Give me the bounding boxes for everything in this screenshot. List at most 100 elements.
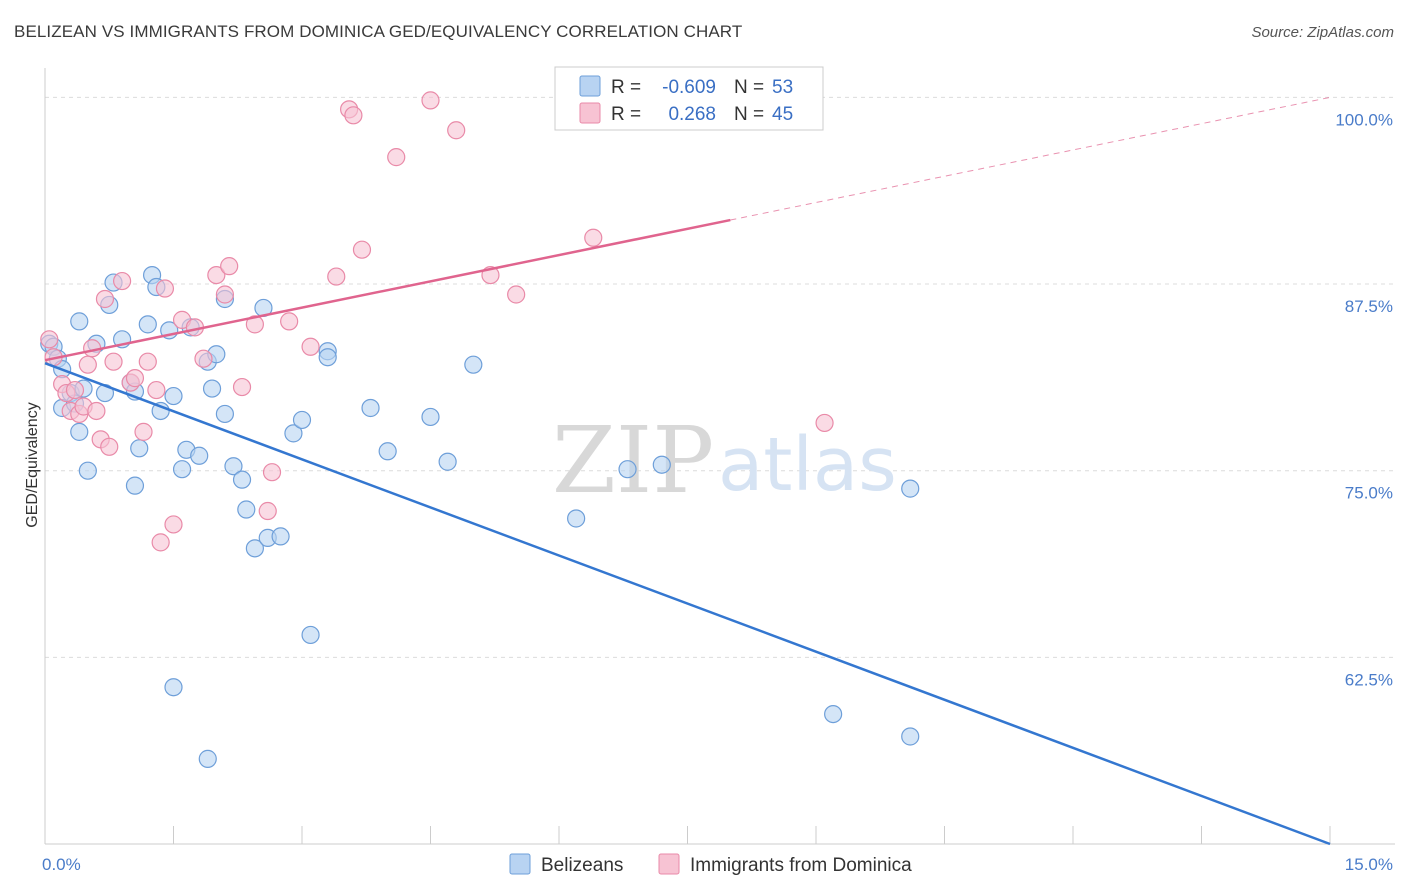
point-belizeans (284, 424, 303, 443)
point-dominica (507, 285, 526, 304)
point-dominica (447, 121, 466, 140)
point-dominica (220, 257, 239, 276)
point-dominica (301, 337, 320, 356)
legend-swatch-dominica (579, 102, 601, 124)
point-belizeans (824, 704, 843, 724)
point-belizeans (164, 386, 183, 406)
axes (44, 68, 1395, 845)
point-dominica (95, 289, 115, 309)
point-belizeans (130, 439, 149, 458)
point-dominica (87, 401, 106, 421)
point-dominica (232, 377, 252, 397)
point-belizeans (618, 460, 637, 479)
point-belizeans (70, 312, 89, 331)
point-dominica (207, 265, 226, 285)
legend-r-label: R = (611, 104, 641, 125)
point-belizeans (318, 348, 337, 367)
point-belizeans (70, 422, 89, 441)
point-dominica (387, 148, 406, 167)
bottom-legend-belizeans: Belizeans (541, 855, 623, 876)
y-tick-label: 100.0% (1335, 110, 1393, 129)
legend-n-label: N = (734, 104, 764, 125)
point-dominica (151, 533, 170, 552)
point-dominica (78, 355, 97, 374)
point-belizeans (378, 442, 397, 461)
y-tick-label: 87.5% (1345, 297, 1393, 316)
point-belizeans (198, 749, 217, 768)
chart-title: BELIZEAN VS IMMIGRANTS FROM DOMINICA GED… (14, 22, 743, 41)
x-tick-labels: 0.0% 15.0% (42, 855, 1393, 874)
watermark: ZIP atlas (552, 407, 897, 514)
point-dominica (147, 380, 166, 400)
point-belizeans (125, 476, 145, 495)
bottom-legend-swatch-belizeans (509, 853, 531, 875)
point-dominica (262, 463, 282, 482)
y-tick-label: 75.0% (1345, 484, 1393, 503)
point-dominica (65, 380, 85, 400)
point-dominica (104, 352, 123, 371)
x-tick-label: 0.0% (42, 855, 81, 874)
x-tick-label: 15.0% (1345, 855, 1393, 874)
legend-n-value: 53 (772, 77, 793, 98)
point-dominica (112, 271, 132, 291)
point-dominica (100, 437, 119, 456)
point-dominica (327, 267, 346, 286)
legend-r-label: R = (611, 77, 641, 98)
point-belizeans (361, 398, 380, 418)
point-belizeans (464, 355, 483, 374)
point-belizeans (202, 379, 222, 398)
point-belizeans (172, 460, 192, 479)
legend-n-label: N = (734, 77, 764, 98)
point-dominica (344, 106, 363, 125)
bottom-legend-swatch-dominica (658, 853, 680, 875)
point-belizeans (190, 446, 209, 465)
point-belizeans (78, 461, 97, 480)
point-belizeans (245, 539, 264, 558)
point-dominica (155, 279, 175, 298)
point-dominica (125, 369, 145, 388)
legend-r-value: 0.268 (668, 104, 716, 125)
point-belizeans (237, 500, 256, 519)
grid-lines (45, 96, 1395, 658)
point-belizeans (901, 727, 920, 746)
point-belizeans (232, 470, 252, 489)
point-belizeans (901, 479, 920, 498)
point-belizeans (224, 457, 243, 476)
point-dominica (245, 315, 264, 334)
point-dominica (164, 515, 183, 534)
point-dominica (280, 312, 299, 331)
point-belizeans (138, 315, 157, 334)
watermark-atlas: atlas (718, 422, 897, 508)
point-dominica (215, 285, 234, 304)
point-dominica (40, 330, 59, 349)
trend-lines (44, 96, 1331, 846)
point-belizeans (215, 404, 234, 424)
bottom-legend: Belizeans Immigrants from Dominica (509, 853, 912, 876)
bottom-legend-dominica: Immigrants from Dominica (690, 855, 912, 876)
legend-r-value: -0.609 (662, 77, 716, 98)
data-points (40, 91, 920, 768)
y-tick-label: 62.5% (1345, 670, 1393, 689)
watermark-zip: ZIP (552, 407, 714, 514)
trend-line-dominica-extension (730, 96, 1331, 221)
point-belizeans (421, 407, 440, 427)
point-dominica (352, 240, 372, 259)
y-tick-labels: 100.0% 87.5% 75.0% 62.5% (1335, 110, 1393, 689)
point-belizeans (301, 625, 320, 645)
point-dominica (258, 501, 277, 521)
point-dominica (138, 352, 157, 371)
trend-line-belizeans (44, 362, 1331, 846)
legend-n-value: 45 (772, 104, 793, 125)
point-belizeans (438, 452, 457, 471)
point-dominica (194, 349, 213, 368)
source-label: Source: ZipAtlas.com (1251, 24, 1394, 41)
y-axis-label: GED/Equivalency (24, 402, 41, 527)
legend-swatch-belizeans (579, 75, 601, 97)
point-belizeans (292, 410, 312, 430)
trend-line-dominica (44, 218, 731, 362)
point-dominica (584, 228, 603, 247)
point-dominica (815, 413, 834, 433)
point-belizeans (567, 509, 586, 528)
legend-box: R = -0.609 N = 53 R = 0.268 N = 45 (554, 66, 824, 131)
